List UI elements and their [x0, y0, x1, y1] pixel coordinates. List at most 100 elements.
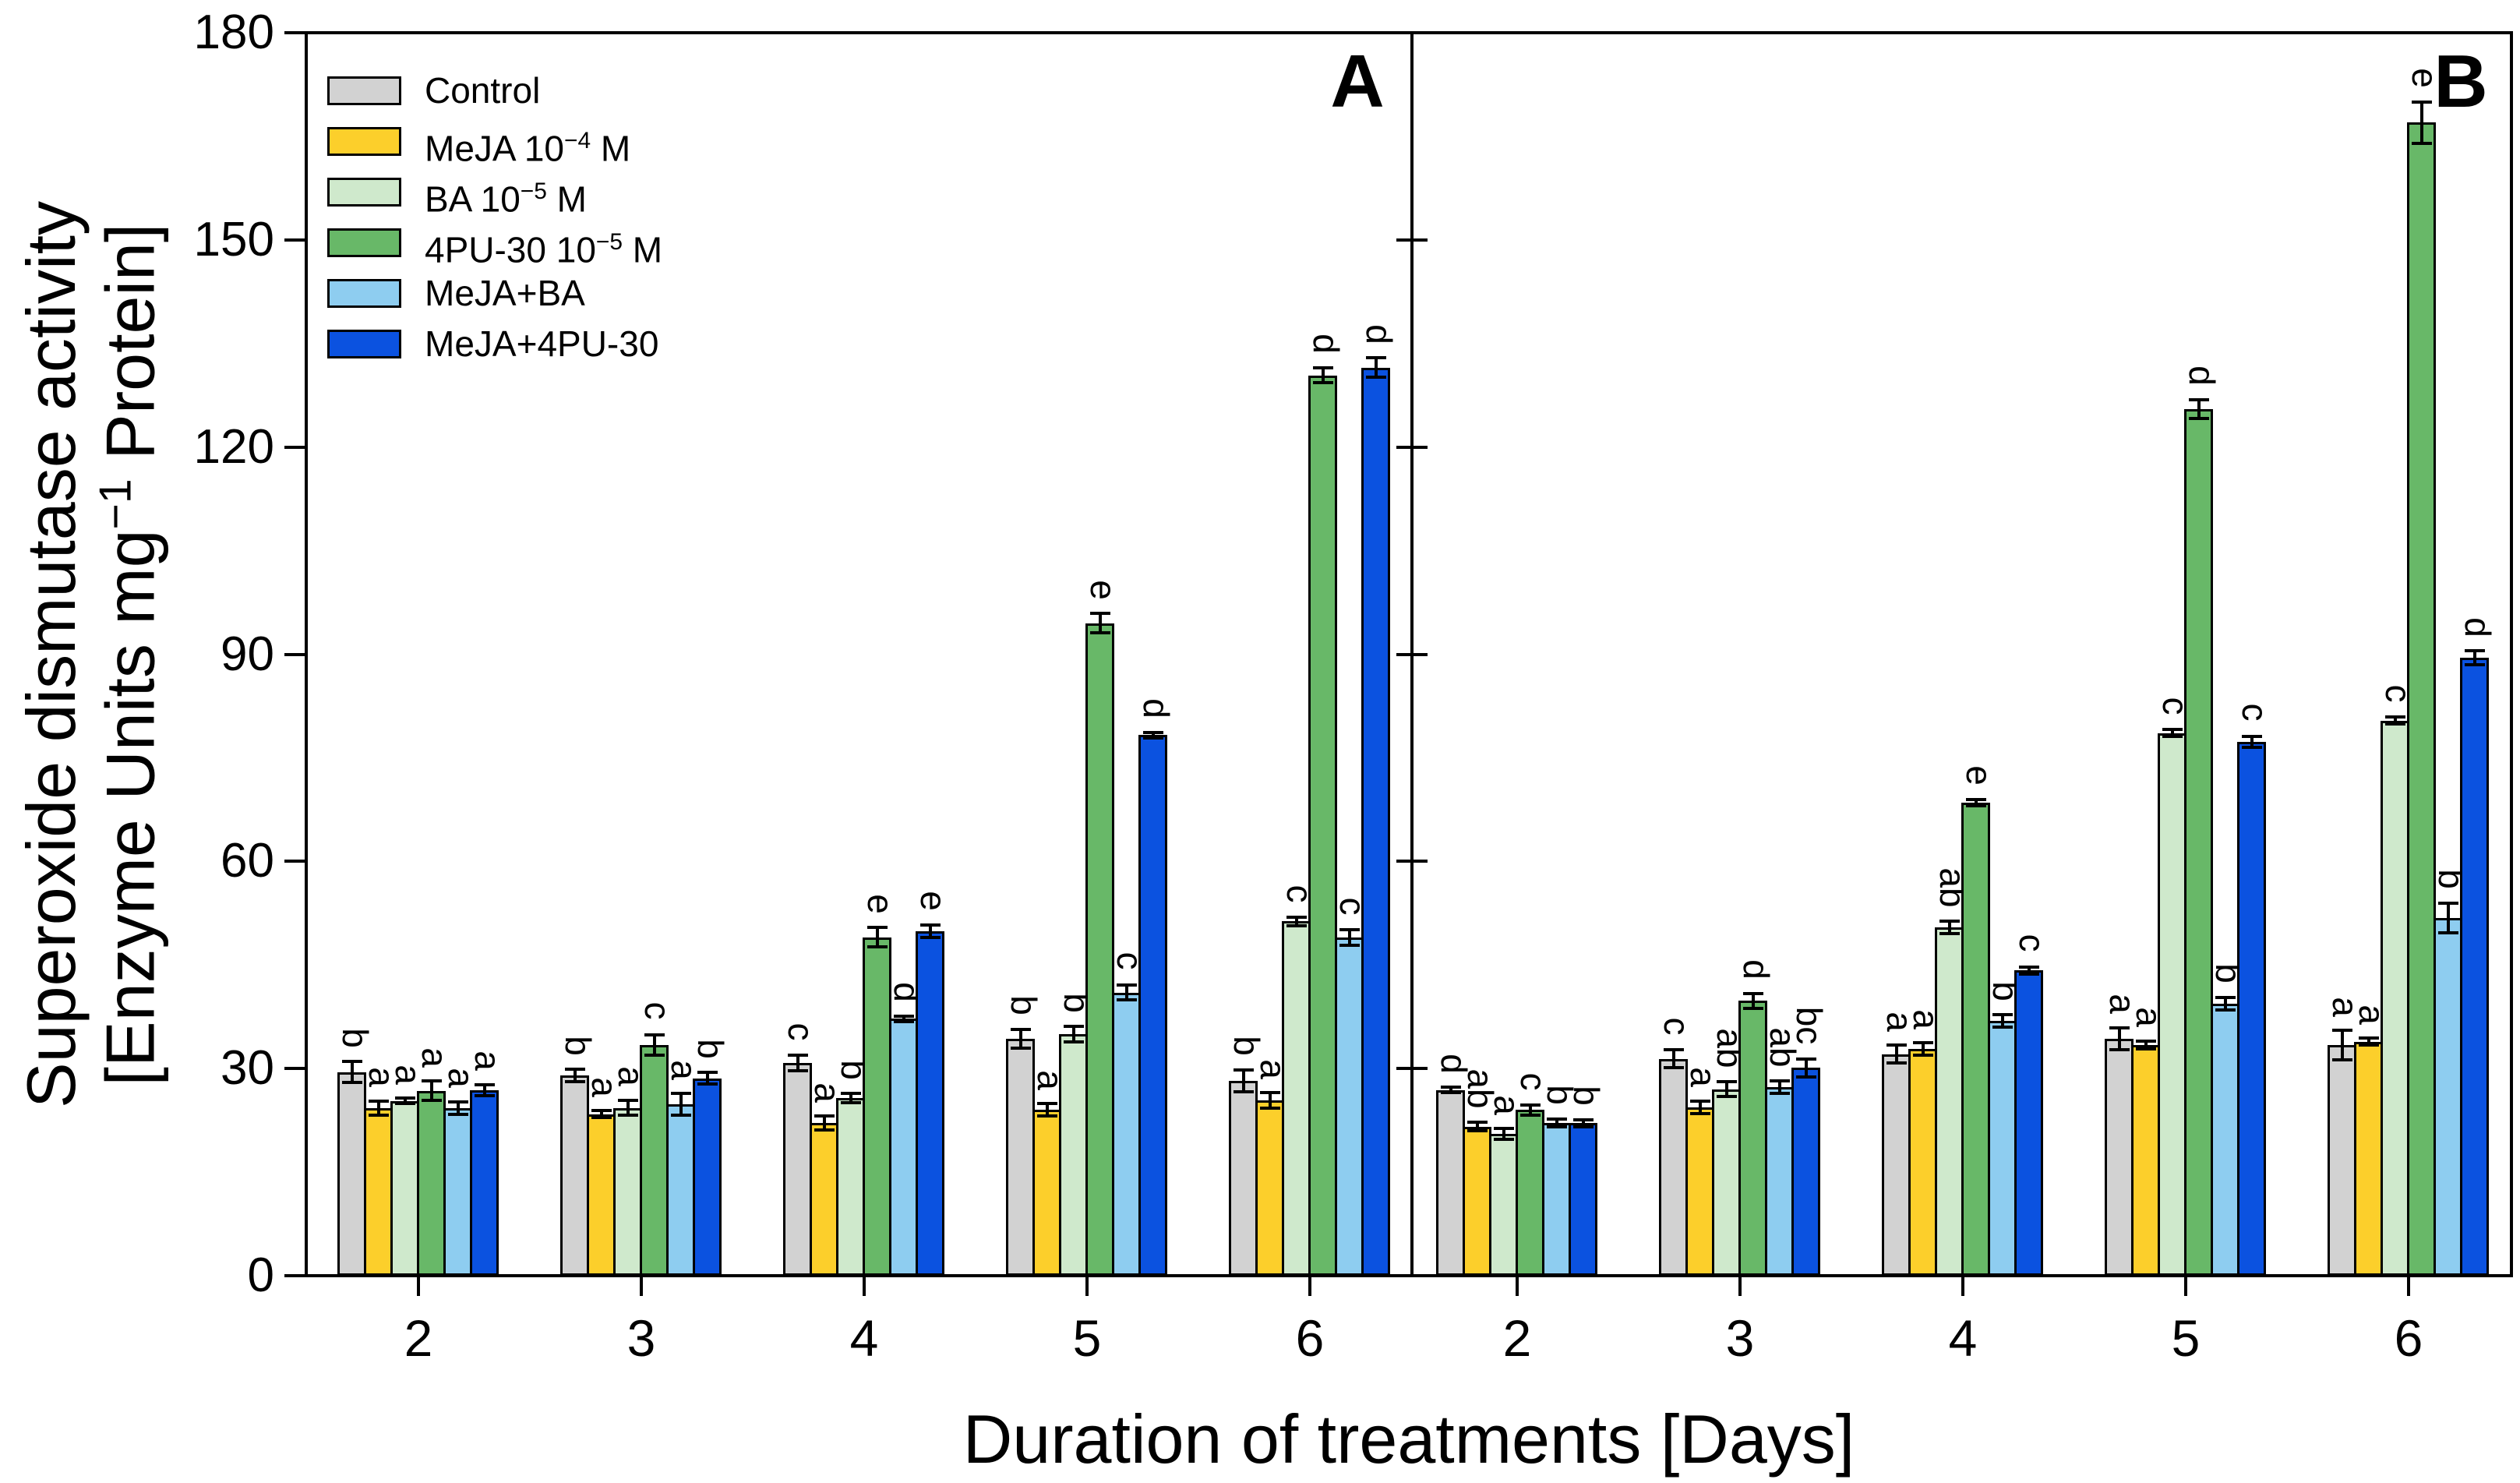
- error-bar: [902, 1015, 905, 1022]
- error-bar: [2171, 729, 2174, 736]
- x-tick-label-day: 4: [849, 1309, 879, 1367]
- y-tick: [284, 445, 305, 449]
- panel-b-y-tick: [1396, 860, 1428, 863]
- significance-letter: d: [2458, 616, 2498, 637]
- error-bar-cap-bottom: [2332, 1058, 2352, 1061]
- bar-b-day6-meja-ba: [2434, 917, 2462, 1276]
- panel-b-y-tick: [1396, 445, 1428, 449]
- y-tick: [284, 1067, 305, 1071]
- error-bar-cap-top: [2189, 397, 2209, 401]
- x-tick-label-day: 5: [2171, 1309, 2201, 1367]
- error-bar: [1152, 732, 1155, 738]
- legend-label-control: Control: [425, 72, 540, 109]
- error-bar-cap-top: [841, 1092, 861, 1096]
- bar-b-day2-control: [1436, 1089, 1465, 1276]
- significance-letter: c: [2012, 934, 2052, 952]
- bar-a-day4-meja-10-4-m: [810, 1123, 838, 1276]
- error-bar: [653, 1034, 656, 1056]
- error-bar-cap-bottom: [2359, 1043, 2379, 1047]
- bar-b-day3-meja-10-4-m: [1685, 1107, 1714, 1276]
- y-tick: [284, 238, 305, 242]
- error-bar: [2341, 1030, 2344, 1060]
- error-bar-cap-bottom: [1939, 932, 1960, 936]
- error-bar-cap-bottom: [2385, 722, 2405, 726]
- error-bar-cap-top: [1494, 1127, 1514, 1131]
- error-bar: [600, 1110, 603, 1118]
- error-bar-cap-bottom: [1796, 1075, 1816, 1079]
- x-tick-label-day: 5: [1072, 1309, 1102, 1367]
- x-tick-label-day: 2: [1502, 1309, 1532, 1367]
- error-bar: [1476, 1122, 1479, 1131]
- error-bar-cap-top: [1690, 1099, 1710, 1103]
- error-bar: [1072, 1026, 1075, 1042]
- y-tick-label: 180: [193, 5, 274, 59]
- significance-letter: c: [781, 1022, 821, 1041]
- x-tick: [1738, 1276, 1742, 1296]
- error-bar: [2447, 902, 2450, 934]
- legend-swatch-meja-ba: [327, 279, 401, 308]
- legend-label-post: M: [623, 229, 663, 270]
- error-bar: [849, 1093, 852, 1103]
- significance-letter: e: [913, 891, 954, 912]
- error-bar-cap-top: [1011, 1027, 1031, 1031]
- panel-b-y-tick: [1396, 1067, 1428, 1071]
- bar-a-day3-meja-ba: [666, 1104, 695, 1276]
- error-bar: [2001, 1015, 2004, 1027]
- error-bar-cap-top: [1770, 1079, 1790, 1083]
- significance-letter: e: [1959, 765, 1999, 786]
- bar-a-day6-4pu-30-10-5-m: [1308, 375, 1337, 1276]
- bar-b-day5-4pu-30-10-5-m: [2184, 408, 2213, 1276]
- significance-letter: e: [860, 894, 901, 914]
- x-tick: [1961, 1276, 1964, 1296]
- error-bar-cap-bottom: [894, 1019, 914, 1023]
- x-tick: [2184, 1276, 2187, 1296]
- bar-a-day4-meja-4pu-30: [916, 930, 944, 1276]
- error-bar-cap-top: [618, 1098, 638, 1102]
- legend-label-post: M: [591, 128, 631, 169]
- significance-letter: bc: [1789, 1006, 1830, 1045]
- significance-letter: b: [1004, 995, 1044, 1015]
- significance-letter: d: [1359, 324, 1399, 344]
- bar-a-day5-4pu-30-10-5-m: [1085, 623, 1114, 1276]
- x-tick-label-day: 6: [2394, 1309, 2423, 1367]
- error-bar-cap-top: [1966, 797, 1986, 801]
- error-bar: [1778, 1081, 1781, 1094]
- error-bar-cap-bottom: [1441, 1091, 1461, 1095]
- bar-a-day3-ba-10-5-m: [613, 1107, 642, 1276]
- error-bar-cap-top: [369, 1099, 389, 1103]
- error-bar-cap-bottom: [2189, 417, 2209, 421]
- significance-letter: c: [2235, 703, 2275, 722]
- bar-b-day6-control: [2328, 1045, 2356, 1276]
- error-bar: [1046, 1103, 1049, 1117]
- significance-letter: a: [415, 1047, 455, 1068]
- bar-a-day5-ba-10-5-m: [1059, 1033, 1088, 1276]
- error-bar-cap-bottom: [1743, 1007, 1763, 1011]
- error-bar: [1099, 613, 1102, 634]
- x-tick-label-day: 3: [1725, 1309, 1755, 1367]
- error-bar-cap-top: [1520, 1103, 1541, 1107]
- error-bar-cap-top: [671, 1092, 691, 1096]
- error-bar: [1725, 1082, 1728, 1097]
- error-bar: [1242, 1069, 1245, 1093]
- y-axis-line: [305, 31, 308, 1277]
- error-bar-cap-top: [2465, 649, 2485, 653]
- error-bar: [1582, 1119, 1585, 1127]
- error-bar: [457, 1101, 460, 1114]
- bar-b-day2-meja-ba: [1542, 1123, 1571, 1276]
- legend-swatch-4pu-30-10-5-m: [327, 228, 401, 257]
- bar-b-day3-meja-4pu-30: [1791, 1068, 1820, 1276]
- error-bar-cap-top: [1339, 928, 1360, 932]
- error-bar: [1502, 1128, 1505, 1140]
- error-bar-cap-bottom: [1992, 1026, 2013, 1029]
- x-tick: [1516, 1276, 1519, 1296]
- legend-label-post: M: [546, 178, 587, 220]
- significance-letter: c: [637, 1001, 678, 1020]
- error-bar-cap-top: [1573, 1118, 1594, 1121]
- bar-b-day3-meja-ba: [1765, 1087, 1794, 1276]
- significance-letter: b: [1566, 1086, 1607, 1107]
- error-bar-cap-bottom: [1966, 804, 1986, 808]
- error-bar-cap-bottom: [342, 1080, 362, 1084]
- error-bar-cap-top: [894, 1014, 914, 1018]
- bar-b-day5-control: [2105, 1039, 2134, 1276]
- error-bar-cap-top: [2359, 1036, 2379, 1040]
